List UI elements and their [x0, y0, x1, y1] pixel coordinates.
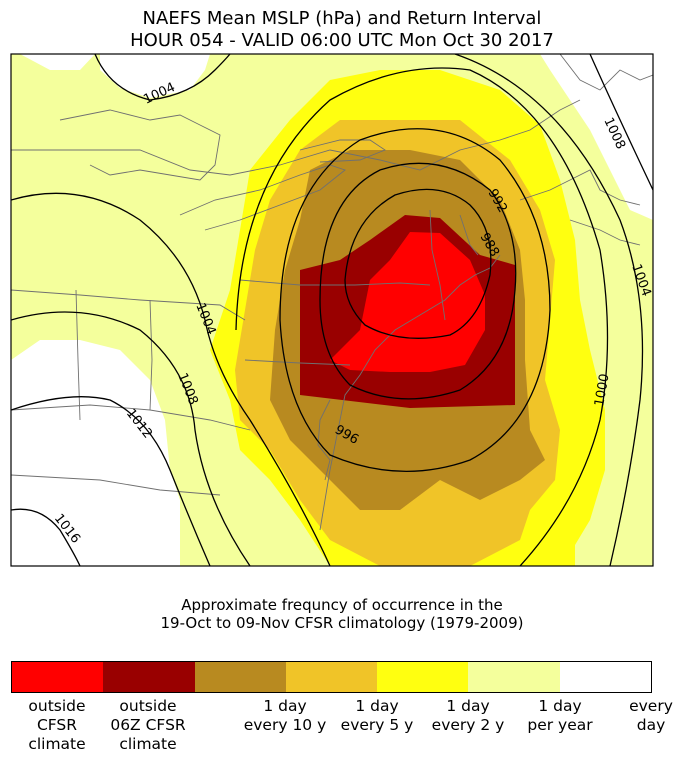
colorbar-segment-1-day-every-5-y	[285, 662, 378, 692]
coastline-atlantic	[319, 254, 501, 531]
border-states-3	[11, 474, 221, 496]
label-outside-cfsr: outside CFSR climate	[28, 697, 85, 754]
border-states-6	[75, 289, 81, 421]
label-every-10y: 1 day every 10 y	[244, 697, 327, 735]
coastline-chesapeake	[317, 399, 331, 481]
label-every-day: every day	[629, 697, 673, 735]
border-canada-us	[11, 99, 581, 176]
colorbar-segment-outside-cfsr-climate	[12, 662, 104, 692]
geographic-boundaries	[11, 54, 653, 531]
label-per-year: 1 day per year	[527, 697, 592, 735]
isobar-1016	[11, 508, 81, 566]
contour-label-1000: 1000	[592, 372, 613, 407]
coastline-ns	[569, 219, 641, 246]
label-every-day-line2: day	[636, 716, 666, 734]
border-states-9	[459, 214, 479, 256]
colorbar-segment-1-day-every-10-y	[194, 662, 286, 692]
isobar-1000	[235, 67, 609, 566]
label-outside-06z: outside 06Z CFSR climate	[110, 697, 185, 754]
region-every-day-north	[11, 54, 95, 70]
label-outside-06z-line1: outside	[119, 697, 177, 715]
label-every-2y-line2: every 2 y	[431, 716, 505, 734]
coastline-lake-ontario	[299, 139, 386, 163]
colorbar-segment-1-day-every-2-y	[377, 662, 469, 692]
label-outside-cfsr-line3: climate	[28, 735, 86, 753]
isobar-1004-nw	[94, 54, 231, 101]
label-outside-cfsr-line2: CFSR	[36, 716, 78, 734]
map-panel: 1004 1008 992 988 1004 1004 1008 1000 99…	[10, 53, 654, 567]
border-states-1	[11, 289, 246, 321]
isobar-1004-e	[454, 54, 644, 566]
caption-line2: 19-Oct to 09-Nov CFSR climatology (1979-…	[160, 614, 524, 632]
chart-subtitle: HOUR 054 - VALID 06:00 UTC Mon Oct 30 20…	[130, 30, 554, 51]
isobar-1008-ne	[589, 54, 653, 191]
coastline-maritimes	[519, 169, 641, 206]
border-ne	[559, 54, 653, 91]
label-every-2y-line1: 1 day	[446, 697, 490, 715]
label-outside-06z-line2: 06Z CFSR	[110, 716, 186, 734]
label-every-day-line1: every	[629, 697, 673, 715]
border-states-8	[429, 209, 446, 321]
colorbar-segment-1-day-per-year	[468, 662, 560, 692]
isobar-996	[279, 128, 551, 473]
region-every-day-sw	[11, 340, 180, 566]
label-every-5y-line2: every 5 y	[340, 716, 414, 734]
label-every-10y-line2: every 10 y	[243, 716, 327, 734]
label-outside-06z-line3: climate	[119, 735, 177, 753]
label-outside-cfsr-line1: outside	[28, 697, 86, 715]
colorbar-segment-outside-06z-cfsr-climate	[103, 662, 195, 692]
isobar-992	[319, 162, 517, 400]
region-every-day-northcenter	[100, 54, 210, 98]
border-states-5	[244, 359, 351, 366]
label-per-year-line2: per year	[527, 716, 593, 734]
isobar-1004-w	[11, 192, 331, 566]
isobar-988	[344, 188, 492, 339]
label-every-2y: 1 day every 2 y	[432, 697, 505, 735]
coastline-great-lakes	[59, 109, 221, 181]
label-every-5y: 1 day every 5 y	[341, 697, 414, 735]
chart-title: NAEFS Mean MSLP (hPa) and Return Interva…	[142, 8, 542, 29]
label-per-year-line1: 1 day	[538, 697, 582, 715]
colorbar	[11, 661, 652, 693]
region-outside-cfsr	[330, 232, 485, 372]
caption-line1: Approximate frequncy of occurrence in th…	[181, 596, 503, 614]
isobars	[11, 54, 653, 566]
isobar-1008-w	[11, 311, 251, 566]
isobar-1012	[11, 396, 211, 566]
label-every-5y-line1: 1 day	[355, 697, 399, 715]
border-states-4	[239, 279, 431, 286]
coastline-lake-erie	[179, 164, 346, 231]
colorbar-segment-every-day	[559, 662, 651, 692]
region-every-day-ne	[540, 54, 653, 220]
map-frame	[10, 53, 654, 567]
border-states-7	[149, 299, 153, 411]
label-every-10y-line1: 1 day	[263, 697, 307, 715]
